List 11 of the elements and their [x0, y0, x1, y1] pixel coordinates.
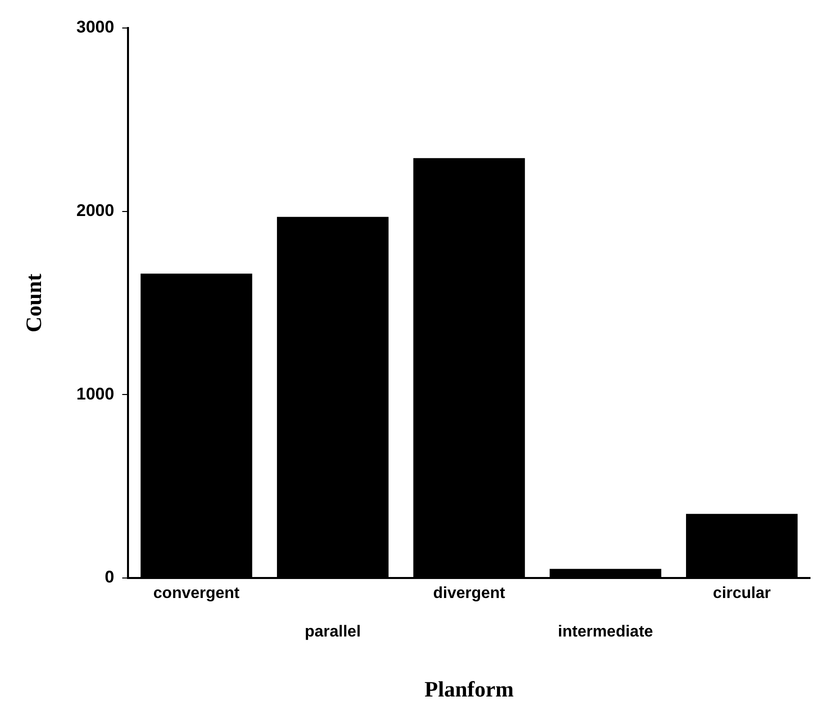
y-tick-label: 1000 [76, 384, 114, 404]
y-tick-label: 0 [104, 568, 114, 587]
y-tick-label: 2000 [76, 201, 114, 220]
x-axis-title: Planform [424, 676, 514, 702]
x-tick-label: divergent [433, 585, 506, 602]
x-tick-label: circular [712, 585, 771, 602]
x-tick-label: intermediate [558, 623, 654, 640]
x-tick-label: convergent [153, 585, 240, 602]
y-tick-label: 3000 [76, 18, 114, 37]
y-axis-title: Count [20, 272, 46, 332]
x-tick-label: parallel [304, 623, 361, 640]
